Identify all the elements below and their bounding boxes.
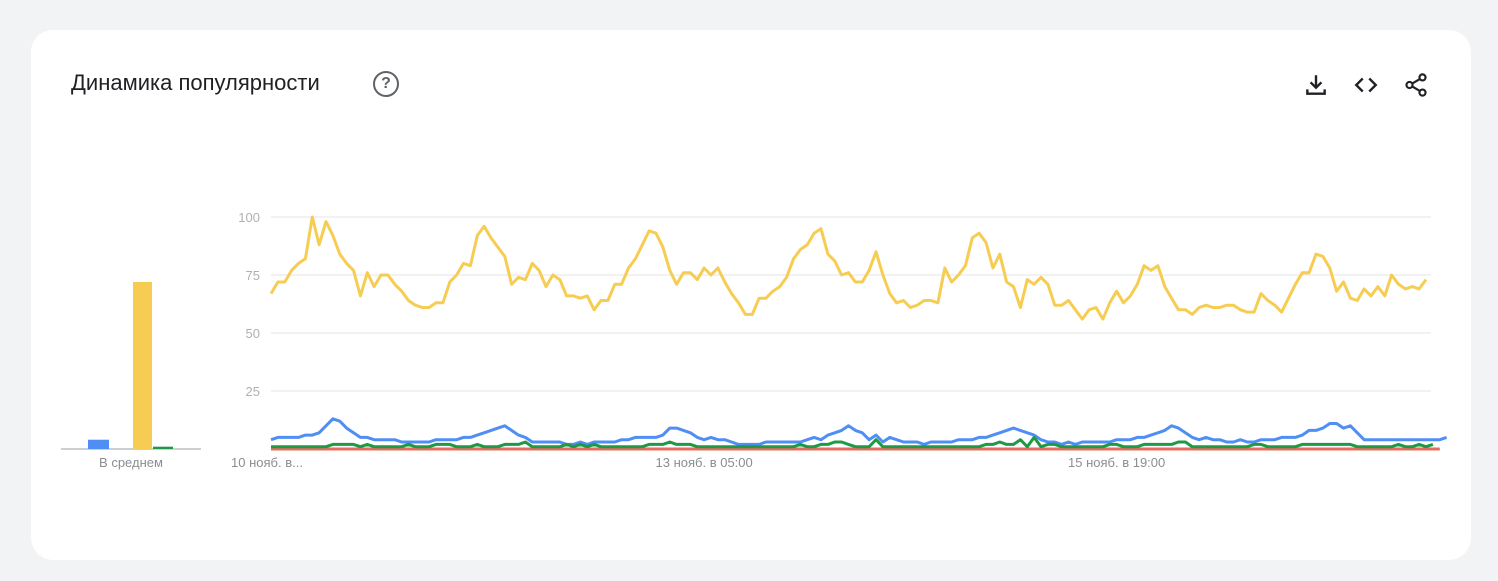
xtick-label-0: 10 нояб. в... xyxy=(231,455,303,470)
share-icon[interactable] xyxy=(1403,72,1429,98)
avg-bar-1 xyxy=(133,281,152,449)
card-title: Динамика популярности xyxy=(71,70,320,95)
interest-over-time-card: Динамика популярности ? В среднем 25 50 75 1… xyxy=(31,30,1471,560)
series-line-1 xyxy=(270,417,1448,446)
ytick-25: 25 xyxy=(246,384,260,399)
xtick-label-1: 13 нояб. в 05:00 xyxy=(656,455,753,470)
series-line-2 xyxy=(271,435,1434,449)
download-icon[interactable] xyxy=(1303,72,1329,98)
trend-chart: В среднем 25 50 75 100 10 нояб. в... 13 нояб. … xyxy=(61,210,1448,470)
embed-icon[interactable] xyxy=(1353,72,1379,98)
ytick-100: 100 xyxy=(238,210,260,225)
avg-bar-2 xyxy=(153,446,173,449)
avg-label: В среднем xyxy=(99,455,163,470)
series-line-0 xyxy=(269,215,1428,321)
xtick-label-2: 15 нояб. в 19:00 xyxy=(1068,455,1165,470)
help-circle-icon[interactable]: ? xyxy=(373,71,399,97)
ytick-75: 75 xyxy=(246,268,260,283)
ytick-50: 50 xyxy=(246,326,260,341)
avg-bar-0 xyxy=(88,439,109,449)
